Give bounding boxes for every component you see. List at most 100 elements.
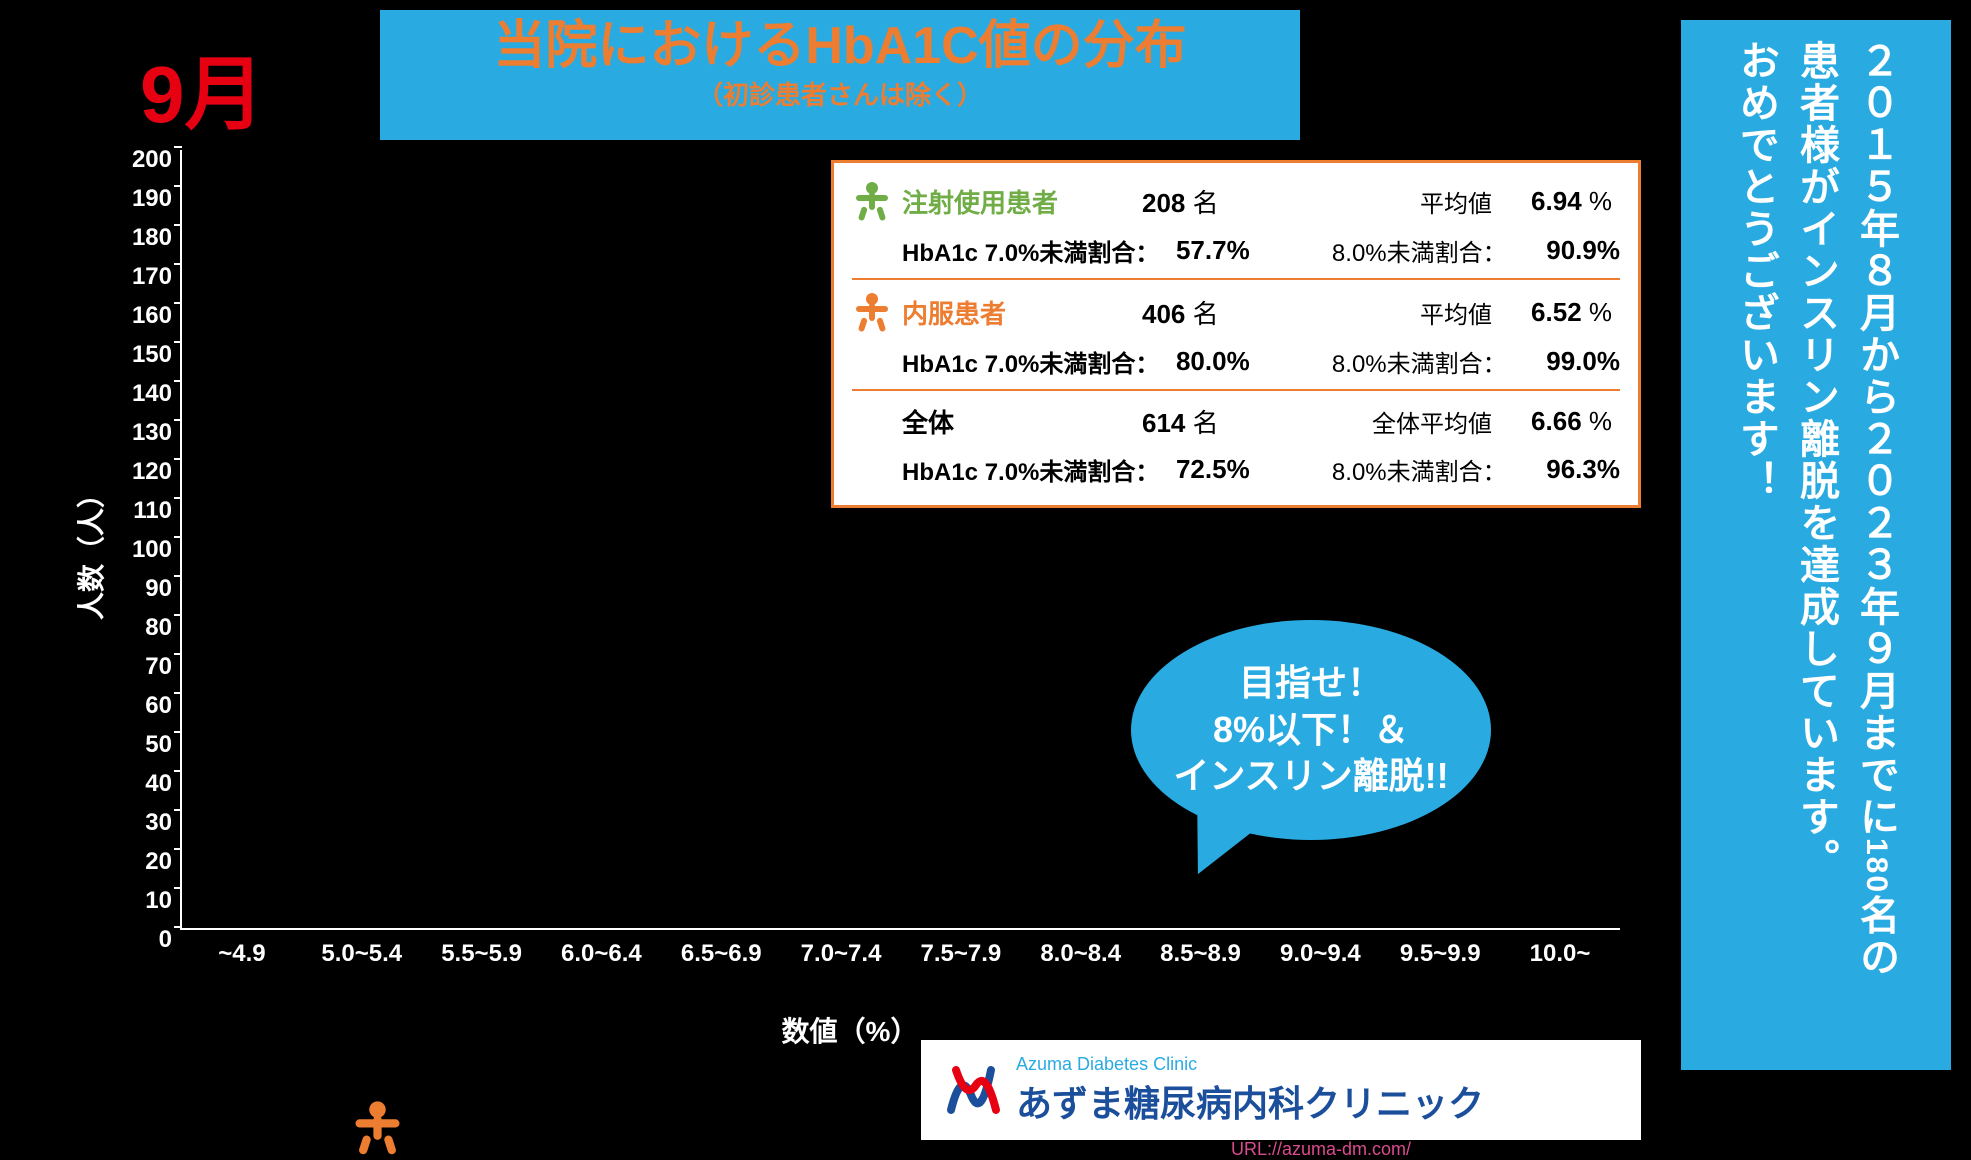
y-tick-label: 80 — [102, 614, 172, 642]
bar-segment — [926, 803, 996, 877]
stats-row: HbA1c 7.0%未満割合：72.5%8.0%未満割合：96.3% — [852, 446, 1620, 493]
sidebar-line-2: 患者様がインスリン離脱を達成しています。 — [1786, 40, 1846, 1050]
stats-row: 注射使用患者208 名平均値6.94 % — [852, 175, 1620, 227]
stats-under7-label: HbA1c 7.0%未満割合： — [902, 233, 1176, 268]
y-tick-label: 200 — [102, 146, 172, 174]
bar-segment — [566, 382, 636, 928]
stats-count: 406 名 — [1142, 294, 1282, 331]
bar-segment — [806, 483, 876, 686]
x-tick-label: 7.5~7.9 — [901, 940, 1021, 968]
x-tick-label: 6.0~6.4 — [541, 940, 661, 968]
x-tick-label: 9.5~9.9 — [1380, 940, 1500, 968]
stats-row: HbA1c 7.0%未満割合：57.7%8.0%未満割合：90.9% — [852, 227, 1620, 280]
sidebar-line-1: ２０１５年８月から２０２３年９月までに180名の — [1846, 40, 1906, 1050]
x-tick-label: 10.0~ — [1500, 940, 1620, 968]
stats-count: 208 名 — [1142, 183, 1282, 220]
stats-under7-label: HbA1c 7.0%未満割合： — [902, 452, 1176, 487]
bar-segment — [1166, 924, 1236, 928]
bar — [806, 483, 876, 928]
clinic-logo-mark — [941, 1060, 1001, 1120]
stats-avg-value: 6.94 % — [1492, 186, 1612, 217]
bar-segment — [447, 717, 517, 779]
y-tick-label: 140 — [102, 380, 172, 408]
x-tick-label: 6.5~6.9 — [661, 940, 781, 968]
bar-segment — [1285, 924, 1355, 928]
bar-segment — [327, 897, 397, 928]
title-subtitle: （初診患者さんは除く） — [400, 75, 1280, 112]
y-tick-label: 0 — [102, 926, 172, 954]
y-tick-label: 120 — [102, 458, 172, 486]
clinic-name-en: Azuma Diabetes Clinic — [1016, 1054, 1484, 1075]
y-tick-label: 100 — [102, 536, 172, 564]
y-tick-label: 60 — [102, 692, 172, 720]
person-icon — [852, 292, 892, 332]
title-box: 当院におけるHbA1C値の分布 （初診患者さんは除く） — [380, 10, 1300, 140]
bar — [686, 156, 756, 928]
clinic-name-jp: あずま糖尿病内科クリニック — [1016, 1075, 1484, 1127]
y-tick-label: 20 — [102, 848, 172, 876]
bar — [447, 717, 517, 928]
bar-group: 5.0~5.4 — [302, 150, 422, 928]
stats-under8-label: 8.0%未満割合： — [1308, 344, 1506, 379]
x-tick-label: 8.0~8.4 — [1021, 940, 1141, 968]
bar-segment — [1166, 909, 1236, 925]
stats-under8-value: 99.0% — [1507, 346, 1620, 377]
bar — [1405, 920, 1475, 928]
x-tick-label: 7.0~7.4 — [781, 940, 901, 968]
stats-avg-value: 6.52 % — [1492, 297, 1612, 328]
stats-under7-value: 57.7% — [1176, 235, 1308, 266]
stats-group-label: 全体 — [902, 403, 1142, 440]
y-tick-label: 90 — [102, 575, 172, 603]
clinic-url: URL://azuma-dm.com/ — [1231, 1139, 1411, 1160]
stats-avg-label: 平均値 — [1282, 184, 1492, 219]
stats-under8-value: 90.9% — [1507, 235, 1620, 266]
bar — [1285, 920, 1355, 928]
y-tick-label: 70 — [102, 653, 172, 681]
bar-group: 5.5~5.9 — [422, 150, 542, 928]
stats-under8-label: 8.0%未満割合： — [1308, 452, 1506, 487]
bar-segment — [566, 234, 636, 382]
y-tick-label: 160 — [102, 302, 172, 330]
bar-segment — [447, 780, 517, 928]
stats-under7-value: 72.5% — [1176, 454, 1308, 485]
stats-group-label: 内服患者 — [902, 294, 1142, 331]
stats-box: 注射使用患者208 名平均値6.94 %HbA1c 7.0%未満割合：57.7%… — [831, 160, 1641, 508]
x-tick-label: 9.0~9.4 — [1260, 940, 1380, 968]
bar-segment — [1046, 916, 1116, 928]
stats-count: 614 名 — [1142, 403, 1282, 440]
y-tick-label: 170 — [102, 263, 172, 291]
bar — [1525, 916, 1595, 928]
legend-person-icon — [350, 1100, 405, 1155]
stats-under8-label: 8.0%未満割合： — [1308, 233, 1506, 268]
bar-segment — [1525, 916, 1595, 924]
x-tick-label: 8.5~8.9 — [1141, 940, 1261, 968]
stats-avg-label: 全体平均値 — [1282, 404, 1492, 439]
stats-row: HbA1c 7.0%未満割合：80.0%8.0%未満割合：99.0% — [852, 338, 1620, 391]
stats-row: 全体614 名全体平均値6.66 % — [852, 397, 1620, 446]
bar-segment — [1046, 885, 1116, 916]
clinic-logo: Azuma Diabetes Clinic あずま糖尿病内科クリニック — [921, 1040, 1641, 1140]
bar-segment — [1525, 924, 1595, 928]
bar-group: 6.0~6.4 — [541, 150, 661, 928]
bar-segment — [207, 924, 277, 928]
sidebar-message: ２０１５年８月から２０２３年９月までに180名の患者様がインスリン離脱を達成して… — [1681, 20, 1951, 1070]
y-tick-label: 150 — [102, 341, 172, 369]
bar — [327, 873, 397, 928]
stats-avg-value: 6.66 % — [1492, 406, 1612, 437]
bar-segment — [806, 686, 876, 928]
x-tick-label: 5.5~5.9 — [422, 940, 542, 968]
y-tick-label: 50 — [102, 731, 172, 759]
stats-under7-label: HbA1c 7.0%未満割合： — [902, 344, 1176, 379]
bar — [1166, 909, 1236, 929]
stats-row: 内服患者406 名平均値6.52 % — [852, 286, 1620, 338]
y-tick-label: 190 — [102, 185, 172, 213]
stats-under7-value: 80.0% — [1176, 346, 1308, 377]
x-tick-label: ~4.9 — [182, 940, 302, 968]
bar — [926, 803, 996, 928]
bar-segment — [686, 156, 756, 390]
bar-segment — [926, 877, 996, 928]
stats-group-label: 注射使用患者 — [902, 183, 1142, 220]
y-tick-label: 180 — [102, 224, 172, 252]
bar-segment — [686, 390, 756, 928]
bar-group: ~4.9 — [182, 150, 302, 928]
